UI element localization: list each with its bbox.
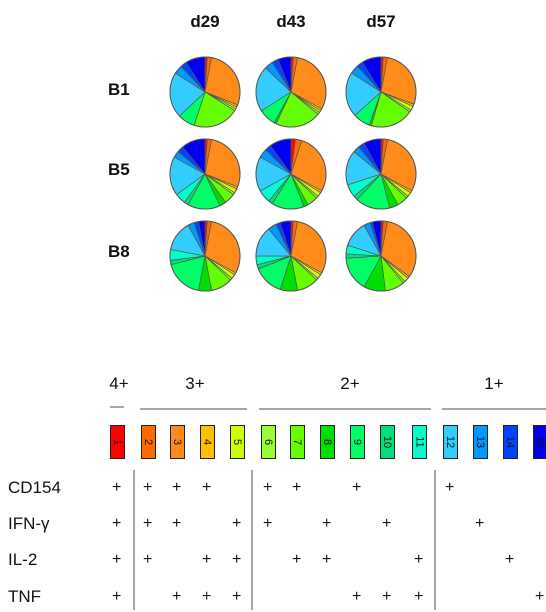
row-header-b1: B1 <box>108 80 130 99</box>
marker-plus-r4-c11: + <box>414 588 424 605</box>
marker-plus-r3-c4: + <box>202 551 212 568</box>
category-box-2: 2 <box>141 425 156 459</box>
marker-plus-r2-c6: + <box>263 515 273 532</box>
marker-plus-r4-c15: + <box>535 588 545 605</box>
category-box-label-12: 12 <box>444 435 457 449</box>
category-box-label-4: 4 <box>201 438 214 446</box>
marker-label-4: TNF <box>8 587 42 606</box>
marker-plus-r3-c7: + <box>292 551 302 568</box>
category-box-label-11: 11 <box>413 436 426 448</box>
marker-plus-r3-c2: + <box>143 551 153 568</box>
pie-outline-r2-c1 <box>169 138 241 210</box>
marker-plus-r1-c12: + <box>445 479 455 496</box>
category-box-6: 6 <box>261 425 276 459</box>
category-box-12: 12 <box>443 425 458 459</box>
category-box-label-2: 2 <box>142 438 155 446</box>
divider-2-1 <box>434 470 436 610</box>
category-box-label-3: 3 <box>171 438 184 446</box>
group-underline-3plus <box>140 408 247 410</box>
category-box-8: 8 <box>320 425 335 459</box>
pie-outline-r1-c1 <box>169 56 241 128</box>
category-box-14: 14 <box>503 425 518 459</box>
pie-outline-r3-c1 <box>169 220 241 292</box>
col-header-d29: d29 <box>190 12 220 31</box>
category-box-label-8: 8 <box>321 438 334 446</box>
marker-plus-r4-c10: + <box>382 588 392 605</box>
category-box-label-6: 6 <box>262 438 275 446</box>
group-underline-2plus <box>259 408 431 410</box>
category-box-10: 10 <box>380 425 395 459</box>
marker-plus-r4-c9: + <box>352 588 362 605</box>
category-box-1: 1 <box>110 425 125 459</box>
group-label-4plus: 4+ <box>109 374 129 393</box>
group-underline-1plus <box>442 408 546 410</box>
category-box-label-1: 1 <box>111 438 124 446</box>
marker-plus-r2-c3: + <box>172 515 182 532</box>
pie-outline-r3-c2 <box>255 220 327 292</box>
category-box-label-14: 14 <box>504 435 517 449</box>
category-box-13: 13 <box>473 425 488 459</box>
category-box-5: 5 <box>230 425 245 459</box>
pie-outline-r2-c2 <box>255 138 327 210</box>
divider-3-2 <box>251 470 253 610</box>
marker-plus-r2-c1: + <box>112 515 122 532</box>
marker-plus-r1-c4: + <box>202 479 212 496</box>
col-header-d57: d57 <box>366 12 396 31</box>
pie-outline-r1-c2 <box>255 56 327 128</box>
marker-plus-r4-c4: + <box>202 588 212 605</box>
marker-plus-r1-c7: + <box>292 479 302 496</box>
marker-label-2: IFN-γ <box>8 514 50 533</box>
category-box-7: 7 <box>290 425 305 459</box>
marker-plus-r1-c9: + <box>352 479 362 496</box>
category-box-11: 11 <box>412 425 427 459</box>
marker-plus-r3-c1: + <box>112 551 122 568</box>
pie-outline-r2-c3 <box>345 138 417 210</box>
marker-plus-r3-c14: + <box>505 551 515 568</box>
category-box-label-15: 15 <box>534 435 546 449</box>
category-box-15: 15 <box>533 425 546 459</box>
category-box-label-10: 10 <box>381 435 394 449</box>
marker-plus-r4-c5: + <box>232 588 242 605</box>
pie-outline-r1-c3 <box>345 56 417 128</box>
marker-plus-r3-c5: + <box>232 551 242 568</box>
row-header-b5: B5 <box>108 160 130 179</box>
category-box-label-5: 5 <box>231 438 244 446</box>
category-box-3: 3 <box>170 425 185 459</box>
marker-plus-r2-c13: + <box>475 515 485 532</box>
marker-plus-r3-c8: + <box>322 551 332 568</box>
marker-plus-r2-c8: + <box>322 515 332 532</box>
marker-plus-r3-c11: + <box>414 551 424 568</box>
group-label-3plus: 3+ <box>185 374 205 393</box>
category-box-4: 4 <box>200 425 215 459</box>
divider-4-3 <box>133 470 135 610</box>
category-box-9: 9 <box>350 425 365 459</box>
pie-grid <box>169 56 417 292</box>
marker-plus-r2-c5: + <box>232 515 242 532</box>
marker-label-1: CD154 <box>8 478 61 497</box>
marker-plus-r4-c1: + <box>112 588 122 605</box>
group-label-2plus: 2+ <box>340 374 360 393</box>
marker-plus-r2-c10: + <box>382 515 392 532</box>
marker-plus-r2-c2: + <box>143 515 153 532</box>
marker-plus-r1-c3: + <box>172 479 182 496</box>
row-header-b8: B8 <box>108 242 130 261</box>
marker-plus-r4-c3: + <box>172 588 182 605</box>
category-box-label-9: 9 <box>351 438 364 446</box>
marker-plus-r1-c2: + <box>143 479 153 496</box>
pie-outline-r3-c3 <box>345 220 417 292</box>
group-label-1plus: 1+ <box>484 374 504 393</box>
marker-label-3: IL-2 <box>8 550 38 569</box>
category-box-label-13: 13 <box>474 435 487 449</box>
marker-plus-r1-c1: + <box>112 479 122 496</box>
marker-plus-r1-c6: + <box>263 479 273 496</box>
group-underline-4plus <box>110 406 124 408</box>
col-header-d43: d43 <box>276 12 306 31</box>
category-box-label-7: 7 <box>291 438 304 446</box>
